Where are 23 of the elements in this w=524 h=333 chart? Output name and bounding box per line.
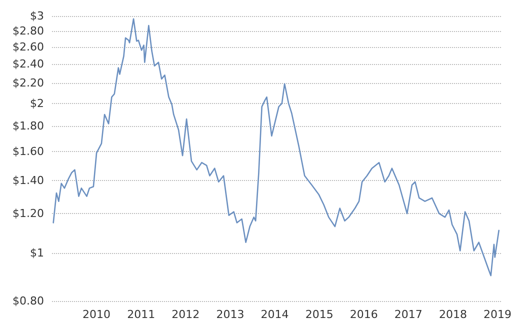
y-tick-label: $2.40: [12, 58, 44, 71]
x-tick-label: 2015: [305, 308, 334, 321]
line-series: [52, 18, 500, 276]
x-tick-label: 2012: [172, 308, 200, 321]
x-tick-label: 2013: [216, 308, 244, 321]
y-tick-label: $1.60: [12, 145, 44, 158]
y-tick-label: $2.60: [12, 40, 44, 54]
x-tick-label: 2011: [127, 308, 156, 321]
x-tick-label: 2017: [394, 308, 422, 321]
y-tick-label: $1.20: [12, 207, 44, 220]
y-tick-label: $2: [30, 96, 44, 110]
y-tick-label: $2.80: [12, 24, 44, 38]
x-tick-label: 2019: [484, 308, 512, 321]
y-tick-label: $1.80: [12, 120, 44, 133]
x-tick-label: 2016: [350, 308, 378, 321]
x-tick-label: 2018: [438, 308, 467, 321]
y-tick-label: $1.40: [12, 174, 44, 187]
x-tick-label: 2010: [82, 308, 111, 321]
x-tick-label: 2014: [260, 308, 289, 321]
y-tick-label: $1: [30, 246, 44, 260]
y-tick-label: $0.80: [12, 294, 44, 308]
y-tick-label: $3: [30, 10, 44, 22]
y-tick-label: $2.20: [12, 76, 44, 90]
